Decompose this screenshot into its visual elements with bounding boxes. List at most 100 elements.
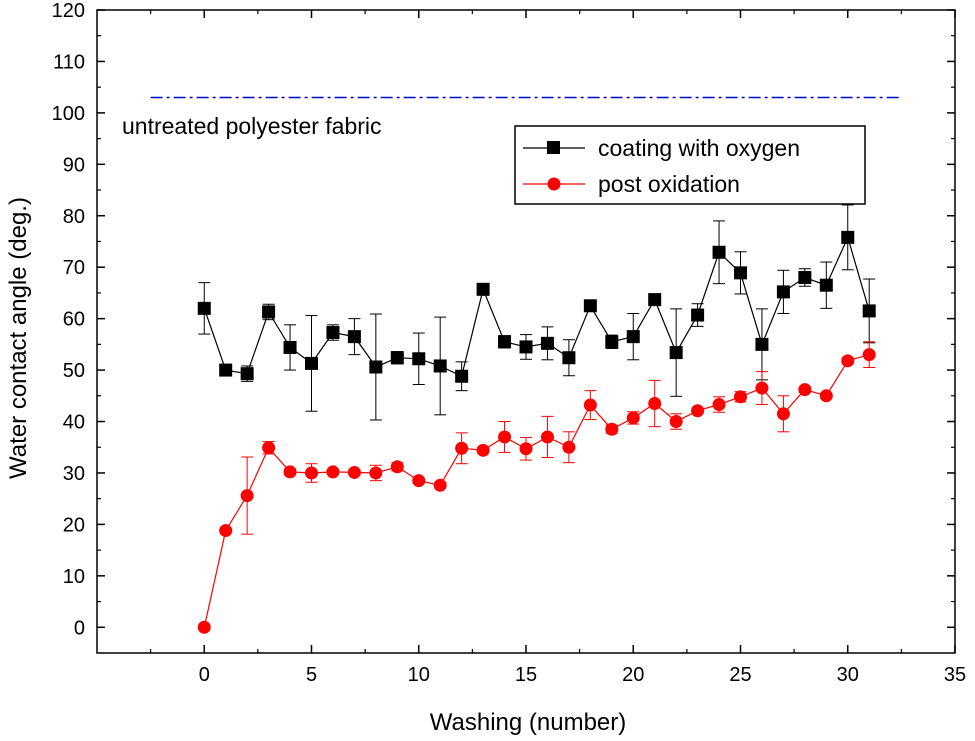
legend: coating with oxygen post oxidation: [514, 125, 866, 205]
data-point: [841, 230, 855, 244]
data-point: [197, 301, 211, 315]
data-point: [540, 336, 554, 350]
data-point: [390, 460, 404, 474]
reference-line-group: untreated polyester fabric: [122, 96, 902, 139]
legend-label-post-oxidation: post oxidation: [598, 171, 740, 197]
y-tick-label: 80: [63, 206, 85, 228]
data-point: [347, 465, 361, 479]
data-point: [262, 305, 276, 319]
data-point: [540, 430, 554, 444]
data-point: [648, 293, 662, 307]
data-point: [734, 266, 747, 280]
data-point: [712, 245, 726, 259]
axes: 0 5 10 15 20 25 30 35 0 10 20 30 40 50 60 70 80 90 100 110 1…: [52, 0, 967, 686]
y-tick-label: 40: [63, 412, 85, 434]
data-point: [798, 270, 812, 284]
data-point: [819, 278, 833, 292]
y-tick-label: 20: [63, 514, 85, 536]
data-point: [734, 390, 747, 404]
x-tick-label: 25: [729, 664, 751, 686]
series-post-oxidation: [197, 341, 876, 634]
data-point: [476, 443, 490, 457]
data-point: [219, 524, 233, 538]
data-point: [798, 383, 812, 397]
data-point: [755, 381, 769, 395]
data-point: [305, 356, 318, 370]
y-tick-label: 110: [53, 51, 85, 73]
legend-marker-post-oxidation: [547, 177, 561, 191]
reference-line-label: untreated polyester fabric: [122, 113, 382, 139]
legend-marker-coating-with-oxygen: [547, 141, 560, 154]
data-point: [626, 411, 640, 425]
y-tick-label: 70: [63, 257, 85, 279]
plot-frame: [96, 9, 956, 654]
series-coating-with-oxygen: [197, 204, 876, 421]
data-point: [626, 330, 640, 344]
data-point: [605, 422, 619, 436]
data-point: [583, 299, 597, 313]
data-point: [283, 465, 297, 479]
data-point: [369, 466, 383, 480]
series-line: [203, 354, 870, 628]
data-point: [219, 363, 233, 377]
x-axis-title: Washing (number): [430, 709, 627, 736]
legend-box: [514, 125, 866, 205]
data-point: [776, 407, 790, 421]
data-point: [862, 348, 876, 362]
data-point: [412, 474, 426, 488]
data-point: [390, 351, 404, 365]
data-point: [433, 478, 447, 492]
y-tick-label: 10: [63, 566, 85, 588]
data-point: [498, 430, 512, 444]
x-tick-label: 15: [515, 664, 537, 686]
series-group: [197, 204, 876, 634]
data-point: [755, 337, 769, 351]
data-point: [498, 335, 512, 349]
series-line: [203, 235, 870, 378]
data-point: [240, 489, 254, 503]
data-point: [455, 441, 469, 455]
data-point: [305, 466, 318, 480]
data-point: [262, 441, 276, 455]
y-tick-label: 100: [52, 103, 85, 125]
data-point: [583, 398, 597, 412]
data-point: [862, 304, 876, 318]
data-point: [240, 367, 254, 381]
data-point: [691, 404, 705, 418]
data-point: [476, 282, 490, 296]
data-point: [347, 330, 361, 344]
data-point: [776, 285, 790, 299]
data-point: [712, 398, 726, 412]
y-tick-label: 90: [63, 154, 85, 176]
data-point: [369, 360, 383, 374]
x-tick-label: 5: [306, 664, 317, 686]
data-point: [455, 369, 469, 383]
x-tick-label: 10: [408, 664, 430, 686]
x-tick-label: 30: [837, 664, 859, 686]
data-point: [691, 308, 705, 322]
data-point: [648, 397, 662, 411]
x-tick-label: 35: [944, 664, 966, 686]
data-point: [605, 335, 619, 349]
data-point: [519, 340, 533, 354]
data-point: [197, 620, 211, 634]
data-point: [412, 352, 426, 366]
y-tick-label: 50: [63, 360, 85, 382]
data-point: [519, 442, 533, 456]
data-point: [819, 389, 833, 403]
data-point: [326, 465, 340, 479]
x-tick-label: 20: [622, 664, 644, 686]
data-point: [283, 340, 297, 354]
x-tick-label: 0: [199, 664, 210, 686]
y-tick-label: 60: [63, 309, 85, 331]
y-tick-label: 30: [63, 463, 85, 485]
data-point: [562, 440, 576, 454]
data-point: [669, 415, 683, 429]
data-point: [669, 346, 683, 360]
y-tick-label: 0: [74, 617, 85, 639]
data-point: [433, 359, 447, 373]
y-axis-title: Water contact angle (deg.): [5, 197, 32, 479]
data-point: [841, 354, 855, 368]
legend-label-coating-with-oxygen: coating with oxygen: [598, 135, 800, 161]
